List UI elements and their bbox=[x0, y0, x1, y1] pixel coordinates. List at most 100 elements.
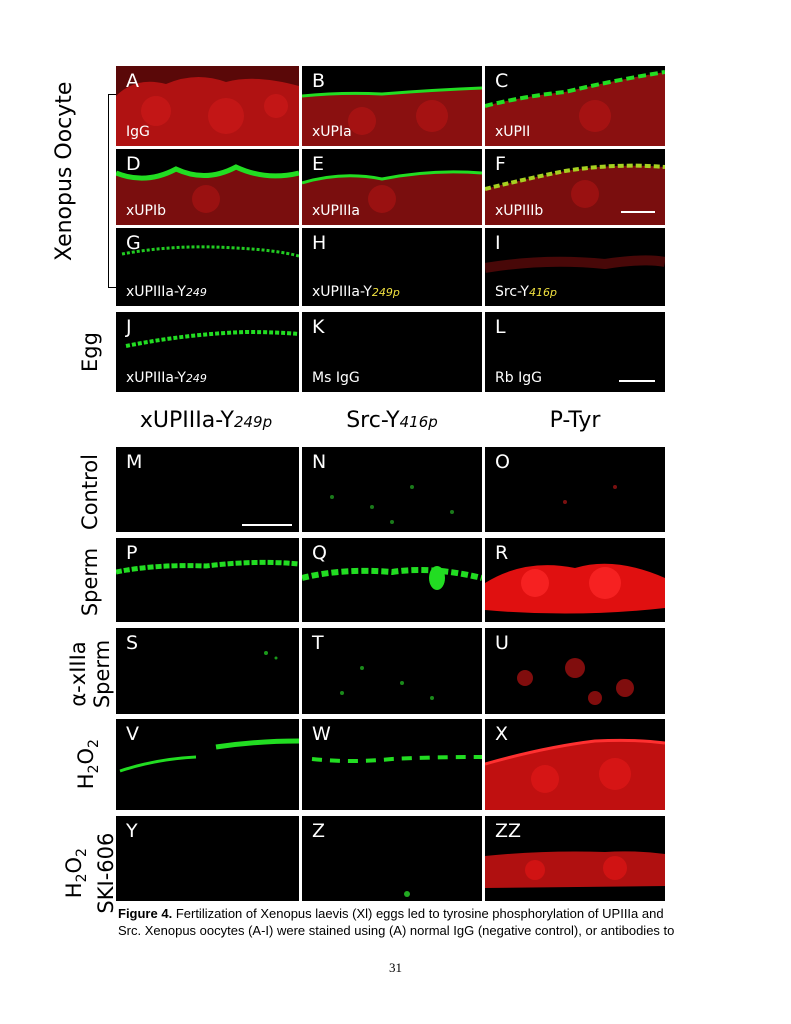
panel-B: B xUPIa bbox=[302, 66, 482, 146]
micrograph-W bbox=[311, 755, 482, 763]
panel-letter: M bbox=[126, 451, 143, 473]
caption-line-1: Fertilization of Xenopus laevis (Xl) egg… bbox=[175, 906, 664, 921]
row-label-egg: Egg bbox=[78, 332, 102, 372]
panel-letter: I bbox=[495, 232, 501, 254]
caption-line-2: Src. Xenopus oocytes (A-I) were stained … bbox=[118, 923, 675, 938]
micrograph-I bbox=[485, 255, 665, 273]
panel-Z: Z bbox=[302, 816, 482, 901]
panel-G: G xUPIIIa-Y249 bbox=[116, 228, 299, 306]
panel-label: Ms IgG bbox=[312, 370, 360, 386]
panel-W: W bbox=[302, 719, 482, 810]
panel-letter: C bbox=[495, 70, 509, 92]
panel-letter: B bbox=[312, 70, 326, 92]
panel-letter: ZZ bbox=[495, 820, 522, 842]
micrograph-F bbox=[485, 163, 665, 225]
panel-label: xUPIb bbox=[126, 203, 166, 219]
row-label-h2o2: H2O2 bbox=[73, 739, 103, 790]
panel-letter: P bbox=[126, 542, 138, 564]
panel-R: R bbox=[485, 538, 665, 622]
micrograph-O bbox=[563, 485, 617, 504]
panel-M: M bbox=[116, 447, 299, 532]
panel-label: xUPIIIa-Y249 bbox=[126, 370, 207, 386]
scale-bar bbox=[242, 524, 292, 526]
figure-label: Figure 4. bbox=[118, 906, 173, 921]
micrograph-J bbox=[125, 329, 299, 348]
panel-letter: Q bbox=[312, 542, 327, 564]
panel-letter: S bbox=[126, 632, 139, 654]
micrograph-S bbox=[264, 651, 278, 660]
panel-letter: T bbox=[312, 632, 324, 654]
micrograph-N bbox=[330, 485, 454, 524]
panel-A: A IgG bbox=[116, 66, 299, 146]
micrograph-T bbox=[340, 666, 434, 700]
panel-ZZ: ZZ bbox=[485, 816, 665, 901]
col-header-xupiiia: xUPIIIa-Y249p bbox=[139, 408, 273, 433]
panel-letter: O bbox=[495, 451, 510, 473]
panel-letter: H bbox=[312, 232, 327, 254]
oocyte-bracket bbox=[108, 94, 116, 288]
micrograph-X bbox=[485, 738, 665, 810]
panel-letter: Y bbox=[126, 820, 138, 842]
panel-J: J xUPIIIa-Y249 bbox=[116, 312, 299, 392]
panel-letter: J bbox=[126, 316, 132, 338]
micrograph-E bbox=[302, 170, 482, 225]
row-label-sperm: Sperm bbox=[78, 547, 102, 617]
col-header-ptyr: P-Tyr bbox=[549, 408, 601, 433]
panel-Y: Y bbox=[116, 816, 299, 901]
row-label-axiiia-sperm: α-xIIIa Sperm bbox=[66, 639, 114, 709]
panel-letter: V bbox=[126, 723, 139, 745]
panel-C: C xUPII bbox=[485, 66, 665, 146]
panel-V: V bbox=[116, 719, 299, 810]
row-label-oocyte: Xenopus Oocyte bbox=[52, 81, 77, 261]
panel-label: xUPIIIa-Y249p bbox=[312, 284, 400, 300]
scale-bar bbox=[619, 380, 655, 382]
panel-letter: W bbox=[312, 723, 331, 745]
micrograph-P bbox=[116, 559, 299, 575]
micrograph-V bbox=[119, 738, 299, 773]
micrograph-U bbox=[517, 658, 634, 705]
panel-F: F xUPIIIb bbox=[485, 149, 665, 225]
panel-I: I Src-Y416p bbox=[485, 228, 665, 306]
panel-label: xUPIa bbox=[312, 124, 352, 140]
panel-label: Rb IgG bbox=[495, 370, 542, 386]
panel-O: O bbox=[485, 447, 665, 532]
micrograph-R bbox=[485, 563, 665, 614]
panel-letter: U bbox=[495, 632, 509, 654]
panel-P: P bbox=[116, 538, 299, 622]
figure-caption: Figure 4. Fertilization of Xenopus laevi… bbox=[118, 905, 738, 939]
panel-label: xUPIIIb bbox=[495, 203, 544, 219]
panel-U: U bbox=[485, 628, 665, 714]
panel-label: IgG bbox=[126, 124, 150, 140]
panel-letter: Z bbox=[312, 820, 326, 842]
scale-bar bbox=[621, 211, 655, 213]
panel-letter: A bbox=[126, 70, 139, 92]
col-header-src: Src-Y416p bbox=[346, 408, 438, 433]
micrograph-ZZ bbox=[485, 851, 665, 888]
panel-label: Src-Y416p bbox=[495, 284, 557, 300]
panel-letter: L bbox=[495, 316, 506, 338]
row-label-h2o2-ski606: H2O2 SKI-606 bbox=[61, 832, 119, 914]
panel-letter: F bbox=[495, 153, 506, 175]
panel-letter: E bbox=[312, 153, 325, 175]
micrograph-Z bbox=[404, 891, 410, 897]
panel-S: S bbox=[116, 628, 299, 714]
micrograph-Q bbox=[302, 566, 482, 590]
panel-letter: K bbox=[312, 316, 325, 338]
panel-letter: X bbox=[495, 723, 509, 745]
micrograph-B bbox=[302, 86, 482, 146]
panel-D: D xUPIb bbox=[116, 149, 299, 225]
micrograph-A bbox=[116, 66, 299, 146]
panel-label: xUPIIIa bbox=[312, 203, 360, 219]
panel-K: K Ms IgG bbox=[302, 312, 482, 392]
panel-N: N bbox=[302, 447, 482, 532]
panel-letter: N bbox=[312, 451, 327, 473]
micrograph-C bbox=[485, 70, 665, 146]
panel-E: E xUPIIIa bbox=[302, 149, 482, 225]
panel-X: X bbox=[485, 719, 665, 810]
row-label-control: Control bbox=[78, 454, 102, 530]
panel-L: L Rb IgG bbox=[485, 312, 665, 392]
panel-T: T bbox=[302, 628, 482, 714]
panel-label: xUPIIIa-Y249 bbox=[126, 284, 207, 300]
panel-H: H xUPIIIa-Y249p bbox=[302, 228, 482, 306]
panel-letter: R bbox=[495, 542, 509, 564]
